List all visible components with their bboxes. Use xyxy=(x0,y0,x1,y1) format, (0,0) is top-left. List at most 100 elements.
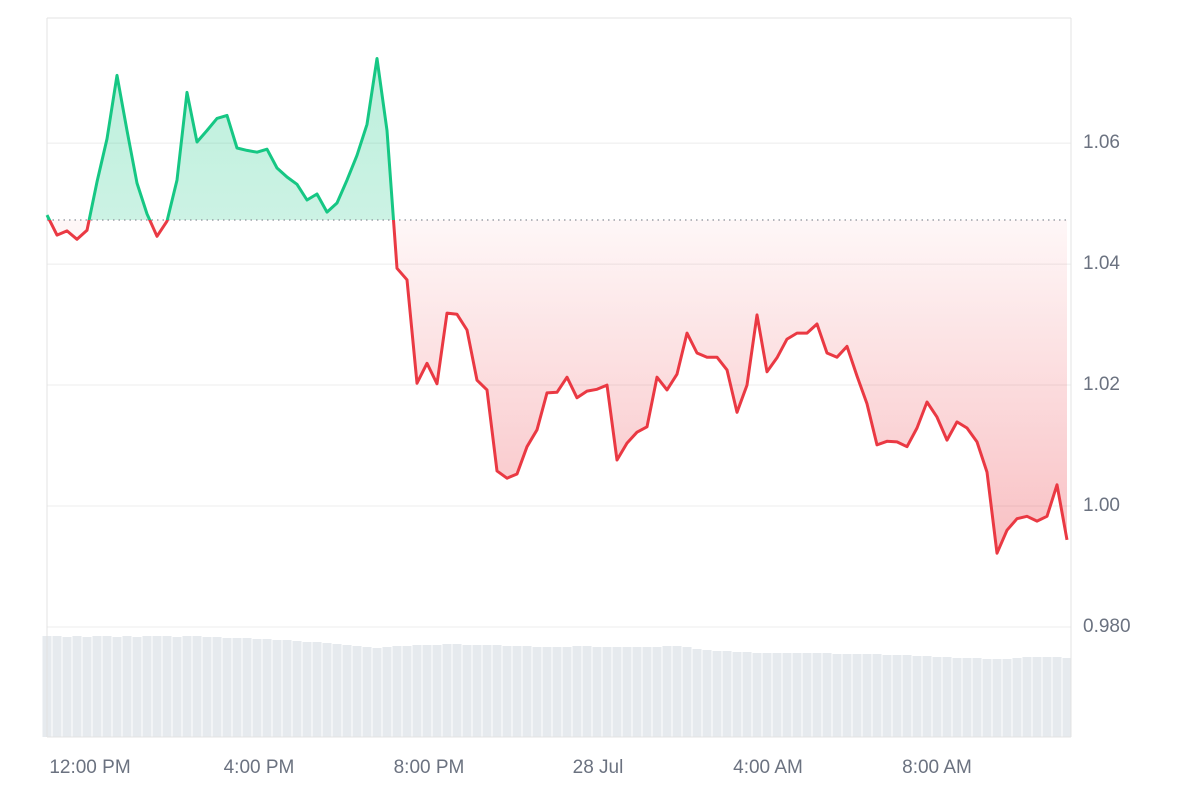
volume-bar xyxy=(642,647,652,737)
volume-bar xyxy=(632,647,642,737)
volume-bar xyxy=(152,636,162,737)
volume-bar xyxy=(1002,659,1012,737)
volume-bar xyxy=(442,644,452,737)
price-line xyxy=(45,57,1069,555)
volume-bar xyxy=(392,646,402,737)
volume-bar xyxy=(132,637,142,737)
volume-bar xyxy=(412,645,422,737)
volume-bar xyxy=(252,639,262,737)
volume-bar xyxy=(52,636,62,737)
volume-bar xyxy=(662,646,672,737)
volume-bar xyxy=(82,637,92,737)
volume-bar xyxy=(832,654,842,737)
volume-bar xyxy=(932,657,942,737)
volume-bar xyxy=(902,655,912,737)
volume-bar xyxy=(92,636,102,737)
volume-bar xyxy=(782,653,792,737)
x-tick-label: 4:00 AM xyxy=(733,757,803,778)
volume-bar xyxy=(162,636,172,737)
volume-bar xyxy=(812,653,822,737)
volume-bar xyxy=(122,636,132,737)
volume-bar xyxy=(212,637,222,737)
volume-bar xyxy=(792,653,802,737)
volume-bar xyxy=(382,647,392,737)
x-tick-label: 12:00 PM xyxy=(49,757,130,778)
volume-bar xyxy=(622,647,632,737)
volume-bar xyxy=(862,654,872,737)
x-tick-label: 4:00 PM xyxy=(224,757,295,778)
volume-bar xyxy=(332,644,342,737)
volume-bar xyxy=(772,653,782,737)
volume-bar xyxy=(142,636,152,737)
volume-bar xyxy=(302,642,312,737)
volume-bar xyxy=(992,659,1002,737)
volume-bar xyxy=(512,646,522,737)
volume-bar xyxy=(222,638,232,737)
volume-bar xyxy=(712,651,722,737)
x-tick-label: 28 Jul xyxy=(573,757,624,778)
volume-bar xyxy=(1032,657,1042,737)
price-area xyxy=(47,58,1067,554)
volume-bar xyxy=(1052,657,1062,737)
volume-bar xyxy=(202,637,212,737)
volume-bar xyxy=(872,654,882,737)
volume-bar xyxy=(452,644,462,737)
volume-bar xyxy=(232,638,242,737)
volume-bar xyxy=(172,637,182,737)
volume-bar xyxy=(942,657,952,737)
volume-bar xyxy=(562,647,572,737)
volume-bar xyxy=(572,646,582,737)
volume-bar xyxy=(472,645,482,737)
volume-bar xyxy=(1012,658,1022,737)
y-tick-label: 1.06 xyxy=(1083,132,1120,153)
volume-bar xyxy=(602,647,612,737)
volume-bar xyxy=(842,654,852,737)
volume-bar xyxy=(692,649,702,737)
volume-bar xyxy=(822,653,832,737)
volume-bar xyxy=(502,646,512,737)
volume-bar xyxy=(462,645,472,737)
volume-bar xyxy=(1022,657,1032,737)
y-tick-label: 0.980 xyxy=(1083,616,1131,637)
x-tick-label: 8:00 PM xyxy=(394,757,465,778)
volume-bar xyxy=(282,640,292,737)
volume-bar xyxy=(102,636,112,737)
volume-bar xyxy=(612,647,622,737)
y-tick-label: 1.04 xyxy=(1083,253,1120,274)
volume-bar xyxy=(482,645,492,737)
volume-bar xyxy=(322,643,332,737)
volume-bar xyxy=(892,655,902,737)
volume-bar xyxy=(732,652,742,737)
volume-bar xyxy=(592,647,602,737)
volume-bar xyxy=(192,636,202,737)
volume-bar xyxy=(652,647,662,737)
volume-bar xyxy=(312,642,322,737)
volume-bar xyxy=(72,636,82,737)
volume-bar xyxy=(702,650,712,737)
volume-bar xyxy=(402,646,412,737)
volume-bar xyxy=(292,641,302,737)
volume-bar xyxy=(112,637,122,737)
volume-bar xyxy=(242,638,252,737)
volume-bar xyxy=(922,656,932,737)
volume-bar xyxy=(952,658,962,737)
volume-bar xyxy=(422,645,432,737)
volume-bar xyxy=(682,647,692,737)
volume-bar xyxy=(342,645,352,737)
volume-bar xyxy=(962,658,972,737)
volume-bar xyxy=(352,646,362,737)
volume-bar xyxy=(852,654,862,737)
volume-bar xyxy=(262,639,272,737)
volume-bar xyxy=(752,653,762,737)
volume-bar xyxy=(492,645,502,737)
volume-bar xyxy=(802,653,812,737)
volume-bar xyxy=(372,648,382,737)
x-tick-label: 8:00 AM xyxy=(902,757,972,778)
volume-bar xyxy=(542,647,552,737)
y-tick-label: 1.02 xyxy=(1083,374,1120,395)
volume-bar xyxy=(62,637,72,737)
volume-bar xyxy=(272,640,282,737)
volume-bar xyxy=(762,653,772,737)
volume-bar xyxy=(532,647,542,737)
